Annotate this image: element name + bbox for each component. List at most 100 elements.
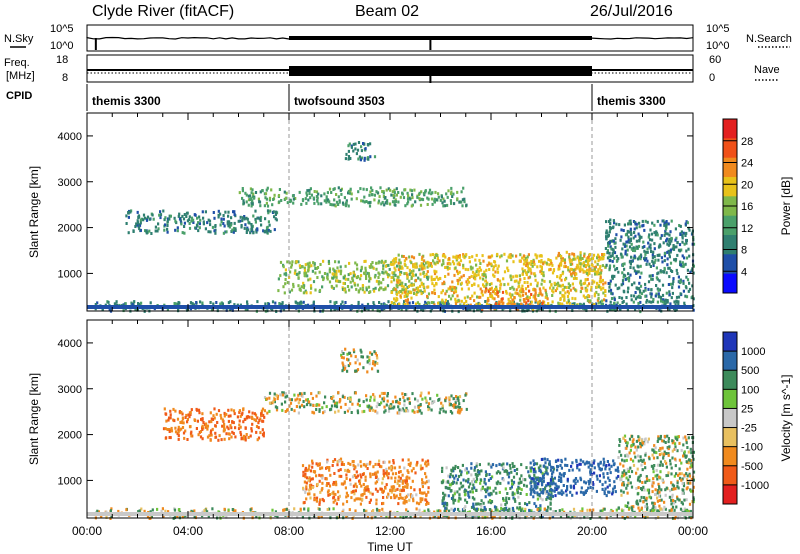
ground-echo-cell: [469, 305, 471, 309]
echo-cell: [386, 495, 389, 499]
ground-echo-cell: [323, 305, 325, 309]
echo-cell: [349, 187, 352, 191]
echo-cell: [335, 193, 338, 196]
echo-cell: [318, 391, 321, 395]
echo-cell: [340, 355, 343, 359]
echo-cell: [421, 466, 424, 470]
echo-cell: [327, 489, 330, 493]
echo-cell: [366, 156, 369, 160]
echo-cell: [550, 262, 553, 265]
echo-cell: [462, 266, 465, 270]
echo-cell: [459, 469, 462, 473]
echo-cell: [503, 270, 507, 274]
echo-cell: [534, 278, 537, 282]
echo-cell: [369, 405, 372, 409]
echo-cell: [558, 276, 561, 280]
echo-cell: [679, 263, 682, 267]
echo-cell: [232, 510, 235, 514]
echo-cell: [314, 288, 317, 292]
echo-cell: [424, 462, 427, 466]
echo-cell: [594, 260, 597, 264]
echo-cell: [311, 461, 314, 465]
echo-cell: [424, 481, 427, 485]
echo-cell: [374, 476, 378, 479]
echo-cell: [579, 251, 582, 255]
ground-echo-cell: [145, 305, 147, 309]
echo-cell: [560, 284, 563, 288]
echo-cell: [289, 270, 292, 274]
echo-cell: [300, 403, 304, 407]
echo-cell: [402, 485, 405, 489]
echo-cell: [618, 296, 621, 299]
echo-cell: [567, 266, 570, 270]
echo-cell: [311, 269, 314, 273]
echo-cell: [343, 274, 346, 278]
ground-echo-cell: [337, 305, 339, 309]
echo-cell: [422, 282, 425, 286]
echo-cell: [486, 296, 490, 300]
ground-echo-cell: [611, 305, 613, 309]
echo-cell: [268, 401, 272, 405]
echo-cell: [620, 296, 624, 300]
echo-cell: [613, 274, 616, 278]
echo-cell: [195, 407, 198, 411]
echo-cell: [451, 285, 454, 289]
echo-cell: [229, 424, 232, 428]
echo-cell: [606, 256, 610, 260]
echo-cell: [348, 261, 351, 265]
echo-cell: [337, 195, 340, 199]
echo-cell: [363, 271, 366, 275]
echo-cell: [244, 308, 247, 311]
echo-cell: [465, 500, 469, 504]
echo-cell: [467, 287, 470, 291]
echo-cell: [373, 198, 376, 202]
echo-cell: [458, 200, 461, 204]
echo-cell: [301, 464, 305, 468]
echo-cell: [456, 397, 459, 400]
echo-cell: [312, 404, 315, 407]
echo-cell: [403, 295, 406, 298]
echo-cell: [262, 229, 265, 233]
echo-cell: [376, 362, 379, 365]
echo-cell: [422, 192, 426, 196]
echo-cell: [204, 508, 207, 512]
echo-cell: [369, 142, 372, 146]
freq-left-tick-low: 8: [62, 72, 68, 84]
echo-cell: [246, 303, 249, 306]
echo-cell: [571, 282, 574, 286]
echo-cell: [257, 436, 261, 440]
echo-cell: [328, 270, 331, 274]
echo-cell: [495, 506, 498, 510]
echo-cell: [558, 284, 561, 288]
echo-cell: [96, 509, 99, 513]
echo-cell: [223, 423, 226, 426]
echo-cell: [110, 514, 113, 518]
ground-echo-cell: [451, 305, 453, 309]
echo-cell: [433, 256, 436, 259]
echo-cell: [405, 482, 409, 486]
echo-cell: [394, 495, 397, 499]
echo-cell: [443, 199, 446, 203]
echo-cell: [398, 484, 401, 488]
echo-cell: [574, 257, 577, 261]
echo-cell: [347, 461, 350, 465]
echo-cell: [217, 409, 221, 413]
echo-cell: [420, 257, 424, 261]
echo-cell: [436, 260, 439, 264]
echo-cell: [426, 459, 430, 463]
echo-cell: [526, 255, 529, 259]
ground-echo-cell: [293, 305, 295, 309]
echo-cell: [422, 271, 425, 275]
echo-cell: [523, 281, 526, 284]
echo-cell: [384, 196, 387, 199]
ground-echo-cell: [479, 305, 481, 309]
echo-cell: [388, 406, 391, 410]
echo-cell: [233, 412, 236, 416]
echo-cell: [396, 275, 399, 279]
ground-echo-cell: [89, 305, 91, 309]
echo-cell: [608, 285, 611, 289]
echo-cell: [540, 282, 543, 286]
echo-cell: [345, 500, 349, 504]
echo-cell: [390, 263, 393, 266]
echo-cell: [605, 231, 608, 235]
